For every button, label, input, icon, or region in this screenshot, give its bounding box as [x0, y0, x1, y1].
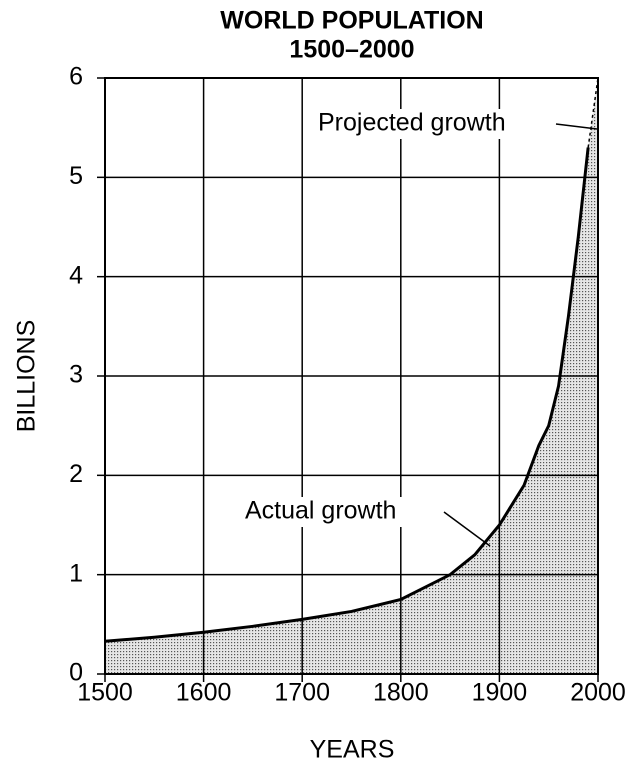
y-tick-label: 6 — [69, 63, 83, 91]
annotation-bg — [315, 109, 555, 139]
annotation: Actual growth — [245, 497, 396, 525]
y-axis-label: BILLIONS — [13, 320, 41, 433]
plot-frame — [104, 77, 599, 675]
y-tick-label: 2 — [69, 460, 83, 488]
y-tick-label: 0 — [69, 659, 83, 687]
x-tick-label: 1700 — [274, 679, 330, 707]
x-tick-label: 1600 — [176, 679, 232, 707]
y-tick-label: 5 — [69, 162, 83, 190]
y-tick-label: 3 — [69, 361, 83, 389]
annotation-bg — [242, 497, 443, 527]
x-tick-label: 2000 — [570, 679, 626, 707]
leader-line — [555, 123, 598, 130]
chart-title: WORLD POPULATION — [220, 7, 483, 35]
x-tick-label: 1800 — [373, 679, 429, 707]
chart-subtitle: 1500–2000 — [289, 36, 414, 64]
annotation: Projected growth — [318, 109, 506, 137]
y-tick-label: 4 — [69, 261, 83, 289]
y-tick-label: 1 — [69, 559, 83, 587]
x-tick-label: 1900 — [472, 679, 528, 707]
leader-line — [443, 511, 491, 547]
x-tick-label: 1500 — [77, 679, 133, 707]
series-line — [104, 147, 590, 643]
area-fill — [105, 147, 589, 675]
x-axis-label: YEARS — [310, 736, 395, 764]
